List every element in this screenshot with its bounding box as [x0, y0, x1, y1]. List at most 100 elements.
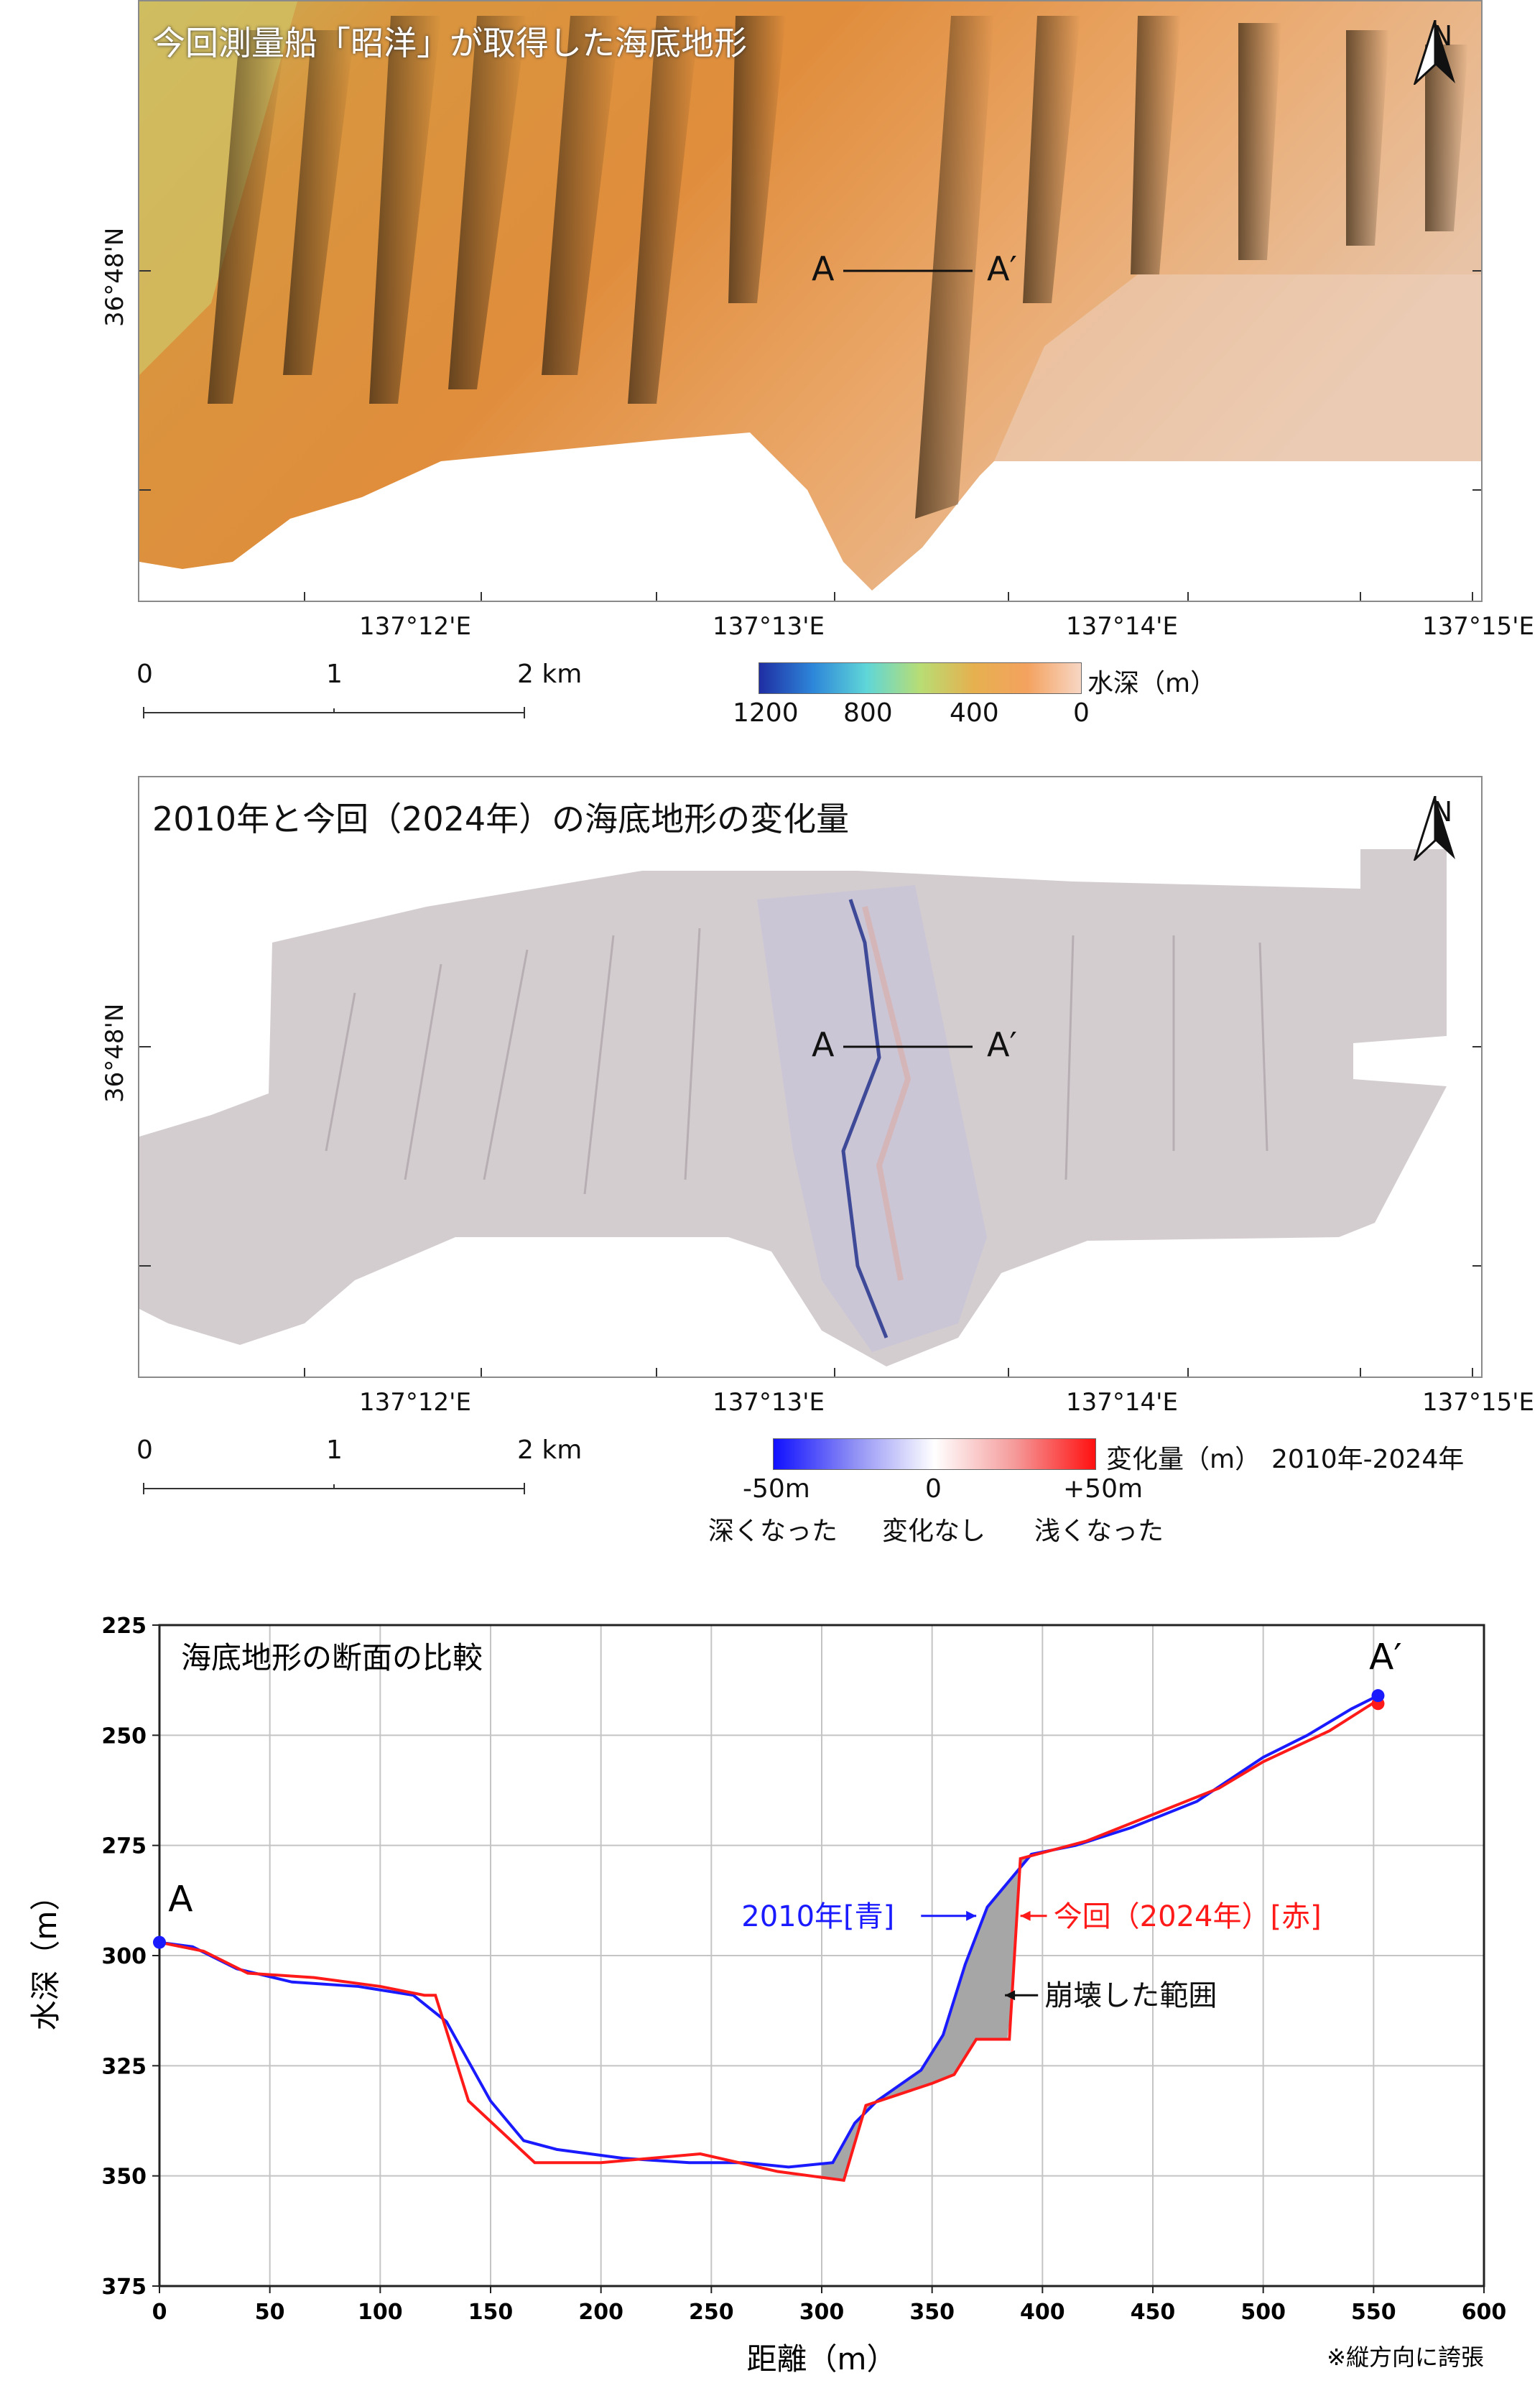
longitude-label-4: 137°15'E	[1422, 1388, 1534, 1417]
longitude-label-1: 137°12'E	[359, 1388, 471, 1417]
map-title: 今回測量船「昭洋」が取得した海底地形	[152, 24, 747, 63]
legend-2024-label: 今回（2024年）[赤]	[1054, 1900, 1322, 1933]
point-a-label: A	[812, 249, 835, 288]
series-2024-point	[246, 1972, 249, 1975]
y-tick-label: 300	[101, 1944, 147, 1969]
y-tick-label: 225	[101, 1614, 147, 1639]
y-tick-label: 325	[101, 2054, 147, 2079]
series-2010-point	[942, 2033, 945, 2036]
longitude-label-2: 137°13'E	[713, 612, 825, 641]
y-axis-label: 水深（m）	[28, 1881, 63, 2031]
x-tick-label: 200	[578, 2300, 623, 2325]
series-2010-point	[1195, 1800, 1198, 1803]
map-title: 2010年と今回（2024年）の海底地形の変化量	[152, 800, 850, 838]
change-tick-plus50: +50m	[1063, 1474, 1144, 1504]
series-2024-point	[467, 2099, 470, 2102]
series-2024-point	[931, 2082, 934, 2085]
longitude-label-1: 137°12'E	[359, 612, 471, 641]
change-tick-minus50: -50m	[743, 1474, 810, 1504]
collapsed-region-label: 崩壊した範囲	[1044, 1979, 1217, 2012]
series-2010-point	[964, 1963, 967, 1966]
series-2010-point	[489, 2099, 492, 2102]
x-tick-label: 450	[1131, 2300, 1176, 2325]
series-2010-point	[357, 1985, 360, 1988]
bathymetry-map: 今回測量船「昭洋」が取得した海底地形 N A A′	[138, 0, 1483, 602]
scale-label-1: 1	[326, 660, 343, 689]
series-2010-point	[412, 1994, 414, 1997]
series-2010-point	[688, 2161, 691, 2164]
profile-chart: 0 50 100 150 200 250 300 350 400 450 500 550 600 225 2…	[28, 1614, 1506, 2377]
north-arrow-icon: N	[1414, 796, 1471, 861]
x-tick-label: 250	[689, 2300, 734, 2325]
point-a-prime-label: A′	[987, 1025, 1017, 1064]
series-2024-point	[952, 2073, 955, 2076]
series-2010-point	[191, 1946, 194, 1948]
depth-tick-0: 0	[1073, 698, 1090, 728]
series-2010-point	[290, 1981, 293, 1984]
scale-label-2: 2 km	[517, 660, 583, 689]
change-canyon-edge	[841, 899, 889, 1338]
series-2024-point	[975, 2038, 978, 2041]
point-a-label: A	[812, 1025, 835, 1064]
scale-label-0: 0	[136, 1435, 153, 1465]
collapsed-region	[822, 1856, 1029, 2180]
depth-tick-800: 800	[843, 698, 893, 728]
collapsed-region-arrowhead	[1005, 1990, 1016, 2001]
x-tick-label: 100	[358, 2300, 403, 2325]
change-legend-period: 2010年-2024年	[1271, 1445, 1465, 1474]
legend-2010-label: 2010年[青]	[741, 1900, 894, 1933]
series-2024-point	[1008, 2038, 1011, 2041]
series-2010-point	[1262, 1756, 1265, 1759]
scale-label-2: 2 km	[517, 1435, 583, 1465]
y-tick-label: 275	[101, 1834, 147, 1859]
endpoint-a-prime-marker-2010	[1371, 1689, 1385, 1703]
series-2024-point	[312, 1976, 315, 1979]
series-2010-point	[919, 2068, 922, 2071]
series-2010-point	[522, 2139, 525, 2142]
legend-2010-arrowhead	[966, 1910, 977, 1921]
change-map: 2010年と今回（2024年）の海底地形の変化量 N A A′	[138, 776, 1483, 1378]
change-caption-no-change: 変化なし	[882, 1517, 986, 1546]
series-2024-point	[533, 2161, 536, 2164]
x-tick-label: 500	[1240, 2300, 1286, 2325]
longitude-label-4: 137°15'E	[1422, 612, 1534, 641]
x-tick-label: 550	[1351, 2300, 1396, 2325]
latitude-label: 36°48'N	[101, 1003, 129, 1103]
endpoint-a-label: A	[168, 1879, 192, 1920]
bathymetry-relief	[139, 1, 1481, 601]
north-arrow-icon: N	[1414, 20, 1471, 85]
change-legend: 変化量（m） 2010年-2024年 -50m 0 +50m 深くなった 変化な…	[704, 1438, 1516, 1553]
change-colorbar	[773, 1438, 1096, 1470]
series-2010-point	[445, 2020, 448, 2023]
latitude-label: 36°48'N	[101, 227, 129, 327]
series-2024-point	[843, 2179, 845, 2182]
series-2024-point	[1217, 1787, 1220, 1790]
x-tick-label: 50	[255, 2300, 285, 2325]
series-2010-point	[621, 2157, 624, 2160]
longitude-label-3: 137°14'E	[1066, 1388, 1178, 1417]
endpoint-a-prime-label: A′	[1369, 1636, 1402, 1678]
point-a-prime-label: A′	[987, 249, 1017, 288]
y-tick-label: 375	[101, 2275, 147, 2300]
series-2010-point	[986, 1906, 988, 1909]
depth-legend-title: 水深（m）	[1087, 669, 1217, 698]
series-2024-point	[1085, 1840, 1088, 1843]
series-2024-point	[1262, 1760, 1265, 1763]
depth-legend: 水深（m） 1200 800 400 0	[718, 662, 1221, 741]
scale-label-0: 0	[136, 660, 153, 689]
scale-label-1: 1	[326, 1435, 343, 1465]
series-2010-point	[787, 2165, 790, 2168]
series-2010-point	[1306, 1734, 1309, 1736]
longitude-label-2: 137°13'E	[713, 1388, 825, 1417]
series-2024-point	[434, 1994, 437, 1997]
x-tick-label: 0	[152, 2300, 167, 2325]
change-tick-0: 0	[925, 1474, 942, 1504]
map-ticks	[139, 270, 1481, 601]
canyon-ridges	[208, 16, 1468, 519]
x-axis-label: 距離（m）	[747, 2341, 897, 2377]
map-ticks	[139, 1046, 1481, 1377]
series-2024-point	[776, 2170, 779, 2173]
longitude-label-3: 137°14'E	[1066, 612, 1178, 641]
depth-tick-400: 400	[950, 698, 999, 728]
series-2010-point	[831, 2161, 834, 2164]
